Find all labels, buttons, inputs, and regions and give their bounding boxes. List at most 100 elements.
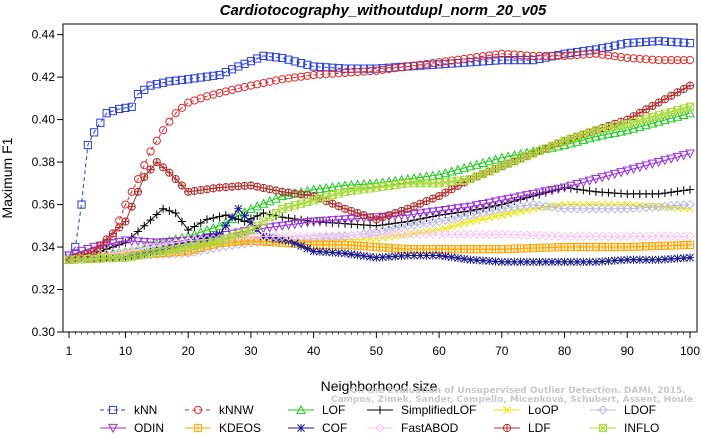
data-point xyxy=(616,231,626,242)
data-point xyxy=(396,229,407,240)
data-point xyxy=(578,134,589,145)
data-point xyxy=(622,166,633,176)
data-point xyxy=(554,51,563,60)
data-point xyxy=(660,95,670,104)
data-point xyxy=(209,71,218,80)
data-point xyxy=(635,54,644,63)
data-point xyxy=(453,229,463,240)
data-point xyxy=(616,53,626,62)
data-point xyxy=(271,222,281,232)
legend-label: KDEOS xyxy=(219,421,261,434)
data-point xyxy=(597,130,608,140)
data-point xyxy=(572,136,583,146)
series-fastabod xyxy=(64,229,695,265)
data-point xyxy=(459,162,470,173)
data-point xyxy=(678,151,689,161)
x-tick-label: 100 xyxy=(680,344,700,358)
data-point xyxy=(654,255,663,264)
data-point xyxy=(584,231,595,242)
legend-label: COF xyxy=(322,421,347,434)
data-point xyxy=(541,51,550,60)
data-point xyxy=(421,208,432,218)
legend-label: FastABOD xyxy=(401,421,459,434)
data-point xyxy=(591,49,601,58)
data-point xyxy=(165,77,174,86)
data-point xyxy=(227,213,237,222)
data-point xyxy=(209,231,218,241)
data-point xyxy=(540,187,551,197)
data-point xyxy=(145,238,156,248)
data-point xyxy=(685,108,695,118)
data-point xyxy=(447,222,456,231)
data-point xyxy=(152,157,161,167)
data-point xyxy=(422,197,431,206)
legend-label: INFLO xyxy=(624,421,659,434)
x-tick-label: 80 xyxy=(558,344,572,358)
x-tick-label: 90 xyxy=(621,344,635,358)
data-point xyxy=(629,38,638,47)
data-point xyxy=(115,104,124,114)
data-point xyxy=(666,113,677,123)
data-point xyxy=(384,252,394,261)
data-point xyxy=(403,62,412,71)
data-point xyxy=(654,56,663,65)
data-point xyxy=(616,168,626,178)
data-point xyxy=(629,54,638,63)
data-point xyxy=(540,201,551,212)
data-point xyxy=(496,152,507,162)
data-point xyxy=(641,161,652,171)
data-point xyxy=(89,128,99,137)
data-point xyxy=(466,58,475,67)
data-point xyxy=(133,250,143,259)
data-point xyxy=(616,126,626,136)
data-point xyxy=(391,252,400,261)
data-point xyxy=(603,128,614,139)
data-point xyxy=(202,215,212,224)
data-point xyxy=(603,171,614,181)
data-point xyxy=(246,57,256,66)
data-point xyxy=(460,254,469,264)
data-point xyxy=(358,178,369,189)
series-layer xyxy=(64,36,695,267)
data-point xyxy=(635,255,644,264)
data-point xyxy=(309,247,318,256)
data-point xyxy=(334,202,343,211)
data-point xyxy=(377,229,388,240)
data-point xyxy=(553,184,564,194)
data-point xyxy=(265,233,274,242)
data-point xyxy=(334,69,343,78)
data-point xyxy=(359,251,368,261)
x-tick-label: 20 xyxy=(182,344,196,358)
data-point xyxy=(441,57,450,66)
data-point xyxy=(679,84,688,94)
data-point xyxy=(308,217,319,227)
y-tick-label: 0.42 xyxy=(32,70,56,84)
data-point xyxy=(322,70,331,79)
data-point xyxy=(421,229,432,240)
data-point xyxy=(221,211,230,220)
data-point xyxy=(547,186,557,196)
data-point xyxy=(165,117,174,126)
data-point xyxy=(679,38,688,47)
data-point xyxy=(497,211,506,220)
data-point xyxy=(440,205,451,216)
data-point xyxy=(258,231,269,242)
data-point xyxy=(565,138,576,148)
data-point xyxy=(391,64,400,73)
y-tick-label: 0.32 xyxy=(32,283,56,297)
legend-marker xyxy=(296,423,306,433)
data-point xyxy=(309,62,318,71)
x-tick-label: 30 xyxy=(244,344,258,358)
data-point xyxy=(190,74,199,83)
data-point xyxy=(283,220,294,231)
data-point xyxy=(372,66,381,75)
data-point xyxy=(522,230,532,240)
data-point xyxy=(673,56,682,65)
data-point xyxy=(528,189,539,200)
legend-marker xyxy=(108,423,118,434)
data-point xyxy=(654,36,663,46)
data-point xyxy=(547,257,557,267)
data-point xyxy=(416,214,425,224)
data-point xyxy=(353,208,362,218)
